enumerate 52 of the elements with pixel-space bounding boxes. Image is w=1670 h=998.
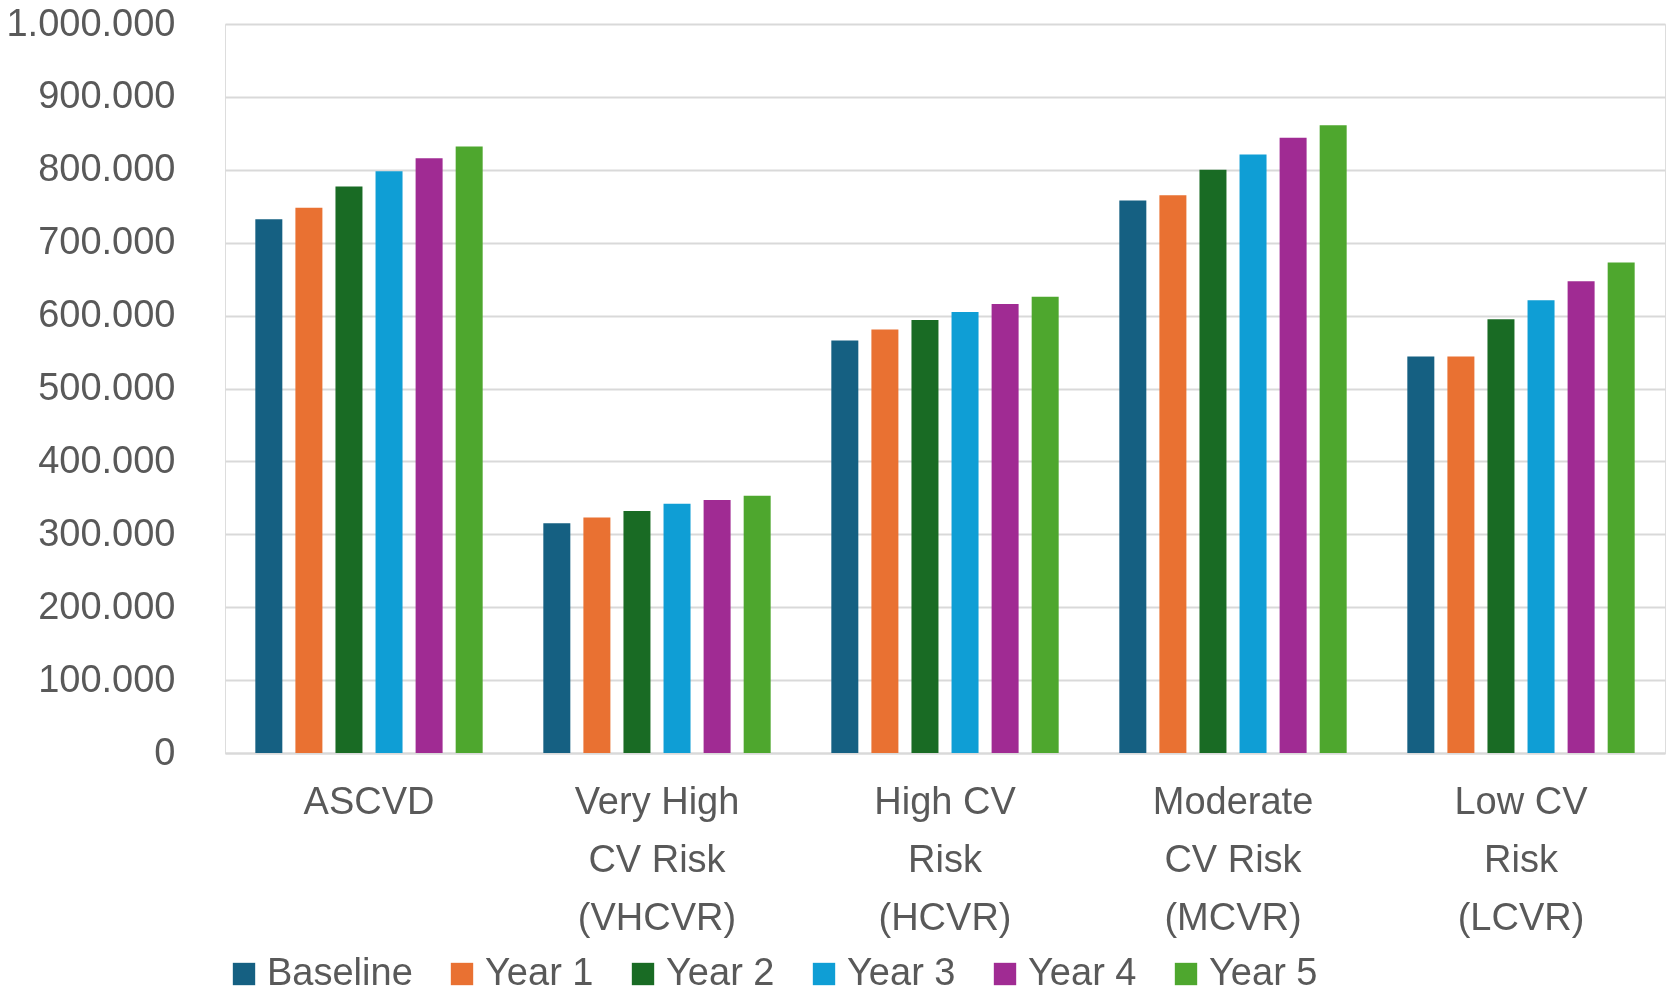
x-tick-label: High CV Risk (HCVR) [874,779,1017,938]
bar [1487,319,1515,753]
bar [663,503,691,753]
bar [455,146,483,753]
y-tick-label: 800.000 [38,147,176,190]
y-tick-label: 500.000 [38,366,176,408]
x-tick-label: ASCVD [303,779,435,822]
bar [911,319,939,753]
bar [255,219,283,753]
bar [543,523,571,753]
bar [1199,169,1227,753]
legend-label: Year 1 [485,951,594,993]
bar [1319,125,1347,753]
bar [335,186,363,753]
legend-label: Year 4 [1028,951,1137,993]
x-tick-label: Low CV Risk (LCVR) [1454,779,1589,938]
bar [1447,356,1475,753]
bar [1407,356,1435,753]
bar [1527,300,1555,753]
legend-label: Year 5 [1209,951,1318,993]
bar [623,510,651,753]
legend-label: Year 2 [666,951,775,993]
bar [1031,296,1059,753]
y-tick-label: 0 [154,730,176,773]
bar [831,340,859,753]
y-tick-label: 1.000.000 [6,1,176,44]
bar [1607,262,1635,753]
bar [583,517,611,753]
y-tick-label: 700.000 [38,220,176,263]
bar [743,495,771,753]
x-tick-label: Very High CV Risk (VHCVR) [574,779,740,938]
bar [951,311,979,753]
bar [1159,195,1187,753]
legend-label: Year 3 [847,951,956,993]
y-tick-label: 300.000 [38,511,176,554]
legend-label: Baseline [267,951,413,993]
bar [1239,154,1267,753]
bar [415,158,443,753]
y-tick-label: 200.000 [38,584,176,627]
y-tick-label: 600.000 [38,293,176,336]
bar [1119,200,1147,753]
bar [295,207,323,753]
bar [703,500,731,753]
bar [1567,281,1595,753]
bar [991,303,1019,753]
bar [871,329,899,753]
y-tick-label: 900.000 [38,74,176,117]
y-tick-label: 100.000 [38,657,176,700]
bar [1279,137,1307,753]
x-tick-label: Moderate CV Risk (MCVR) [1152,779,1314,938]
bar [375,171,403,753]
y-tick-label: 400.000 [38,438,176,481]
